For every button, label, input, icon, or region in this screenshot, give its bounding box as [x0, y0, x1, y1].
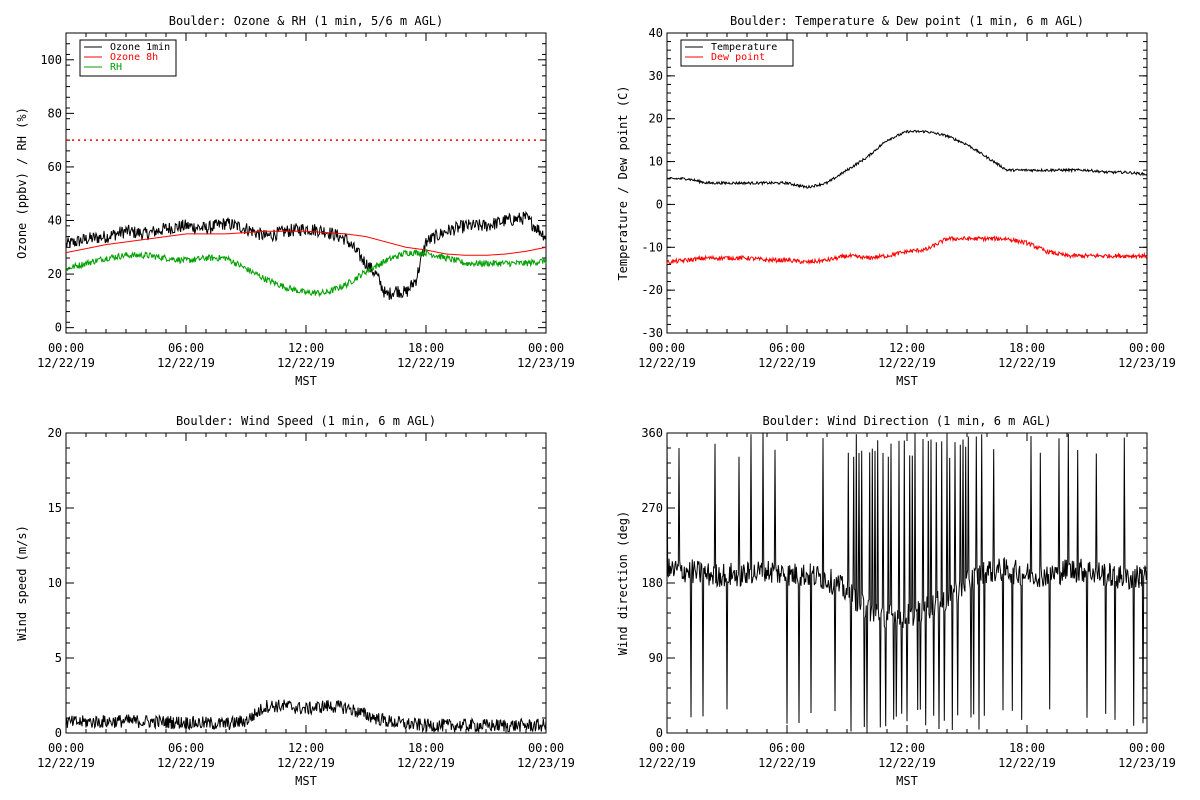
y-tick-label: 0	[656, 197, 663, 211]
x-tick-label-time: 18:00	[408, 741, 444, 755]
x-tick-label-time: 00:00	[649, 341, 685, 355]
y-tick-label: 30	[649, 69, 663, 83]
x-tick-label-time: 06:00	[168, 341, 204, 355]
y-axis-label: Wind speed (m/s)	[15, 525, 29, 641]
y-tick-label: 0	[656, 726, 663, 740]
legend-label: Ozone 8h	[110, 52, 158, 63]
x-tick-label-time: 18:00	[408, 341, 444, 355]
chart-title: Boulder: Ozone & RH (1 min, 5/6 m AGL)	[169, 14, 444, 28]
series-line-1	[65, 699, 547, 734]
x-tick-label-date: 12/22/19	[758, 756, 816, 770]
x-tick-label-date: 12/22/19	[157, 356, 215, 370]
chart-title: Boulder: Wind Direction (1 min, 6 m AGL)	[763, 414, 1052, 428]
x-tick-label-time: 00:00	[528, 741, 564, 755]
y-tick-label: -30	[641, 326, 663, 340]
x-axis-label: MST	[295, 774, 317, 788]
y-tick-label: 20	[649, 112, 663, 126]
plot-frame	[65, 432, 547, 734]
x-tick-label-date: 12/22/19	[157, 756, 215, 770]
x-tick-label-time: 00:00	[48, 341, 84, 355]
x-tick-label-time: 00:00	[1129, 741, 1165, 755]
x-tick-label-date: 12/22/19	[638, 756, 696, 770]
chart-title: Boulder: Temperature & Dew point (1 min,…	[730, 14, 1084, 28]
x-axis-label: MST	[896, 374, 918, 388]
y-tick-label: 40	[649, 26, 663, 40]
series-line-1	[666, 129, 1148, 189]
x-tick-label-time: 12:00	[288, 741, 324, 755]
x-tick-label-time: 12:00	[889, 741, 925, 755]
y-tick-label: 180	[641, 576, 663, 590]
series-line-3	[65, 248, 547, 298]
y-tick-label: 270	[641, 501, 663, 515]
series-line-1	[65, 210, 547, 300]
y-tick-label: 40	[48, 214, 62, 228]
y-tick-label: 360	[641, 426, 663, 440]
x-tick-label-date: 12/22/19	[397, 756, 455, 770]
chart-panel-4: Boulder: Wind Direction (1 min, 6 m AGL)…	[616, 414, 1176, 788]
y-tick-label: 80	[48, 106, 62, 120]
series-line-2	[666, 235, 1148, 266]
x-tick-label-time: 00:00	[649, 741, 685, 755]
chart-title: Boulder: Wind Speed (1 min, 6 m AGL)	[176, 414, 436, 428]
y-tick-label: 5	[55, 651, 62, 665]
x-tick-label-time: 06:00	[168, 741, 204, 755]
y-axis-label: Ozone (ppbv) / RH (%)	[15, 107, 29, 259]
chart-panel-3: Boulder: Wind Speed (1 min, 6 m AGL) 0 5 10…	[15, 414, 575, 788]
x-tick-label-time: 00:00	[48, 741, 84, 755]
x-tick-label-date: 12/23/19	[517, 756, 575, 770]
y-tick-label: 15	[48, 501, 62, 515]
y-axis-label: Temperature / Dew point (C)	[616, 85, 630, 280]
y-tick-label: 10	[48, 576, 62, 590]
x-tick-label-date: 12/23/19	[517, 356, 575, 370]
x-tick-label-time: 12:00	[889, 341, 925, 355]
y-tick-label: 100	[40, 53, 62, 67]
x-tick-label-date: 12/22/19	[277, 756, 335, 770]
legend-box	[79, 39, 177, 77]
legend-label: Ozone 1min	[110, 42, 170, 53]
y-tick-label: 90	[649, 651, 663, 665]
x-tick-label-date: 12/22/19	[878, 356, 936, 370]
x-tick-label-date: 12/22/19	[878, 756, 936, 770]
series-line-2	[65, 230, 547, 256]
series-line-1	[666, 432, 1148, 732]
x-tick-label-date: 12/23/19	[1118, 356, 1176, 370]
x-tick-label-time: 18:00	[1009, 741, 1045, 755]
x-tick-label-time: 18:00	[1009, 341, 1045, 355]
x-tick-label-date: 12/22/19	[37, 756, 95, 770]
x-tick-label-time: 00:00	[528, 341, 564, 355]
x-tick-label-date: 12/22/19	[397, 356, 455, 370]
legend-label: RH	[110, 62, 122, 73]
x-tick-label-time: 00:00	[1129, 341, 1165, 355]
x-tick-label-date: 12/23/19	[1118, 756, 1176, 770]
x-tick-label-date: 12/22/19	[998, 356, 1056, 370]
x-tick-label-date: 12/22/19	[277, 356, 335, 370]
x-tick-label-date: 12/22/19	[998, 756, 1056, 770]
y-tick-label: 10	[649, 155, 663, 169]
legend-label: Temperature	[711, 42, 777, 53]
y-tick-label: 20	[48, 267, 62, 281]
x-axis-label: MST	[295, 374, 317, 388]
y-tick-label: -20	[641, 283, 663, 297]
chart-panel-2: Boulder: Temperature & Dew point (1 min,…	[616, 14, 1176, 388]
plot-frame	[65, 32, 547, 334]
y-tick-label: 0	[55, 321, 62, 335]
y-tick-label: 20	[48, 426, 62, 440]
x-tick-label-date: 12/22/19	[758, 356, 816, 370]
x-tick-label-time: 06:00	[769, 341, 805, 355]
y-tick-label: 0	[55, 726, 62, 740]
y-tick-label: 60	[48, 160, 62, 174]
x-tick-label-date: 12/22/19	[37, 356, 95, 370]
legend-box	[680, 39, 794, 67]
y-axis-label: Wind direction (deg)	[616, 511, 630, 656]
legend-label: Dew point	[711, 52, 765, 63]
y-tick-label: -10	[641, 240, 663, 254]
x-tick-label-time: 12:00	[288, 341, 324, 355]
x-tick-label-date: 12/22/19	[638, 356, 696, 370]
x-tick-label-time: 06:00	[769, 741, 805, 755]
chart-panel-1: Boulder: Ozone & RH (1 min, 5/6 m AGL) 0 2…	[15, 14, 575, 388]
x-axis-label: MST	[896, 774, 918, 788]
